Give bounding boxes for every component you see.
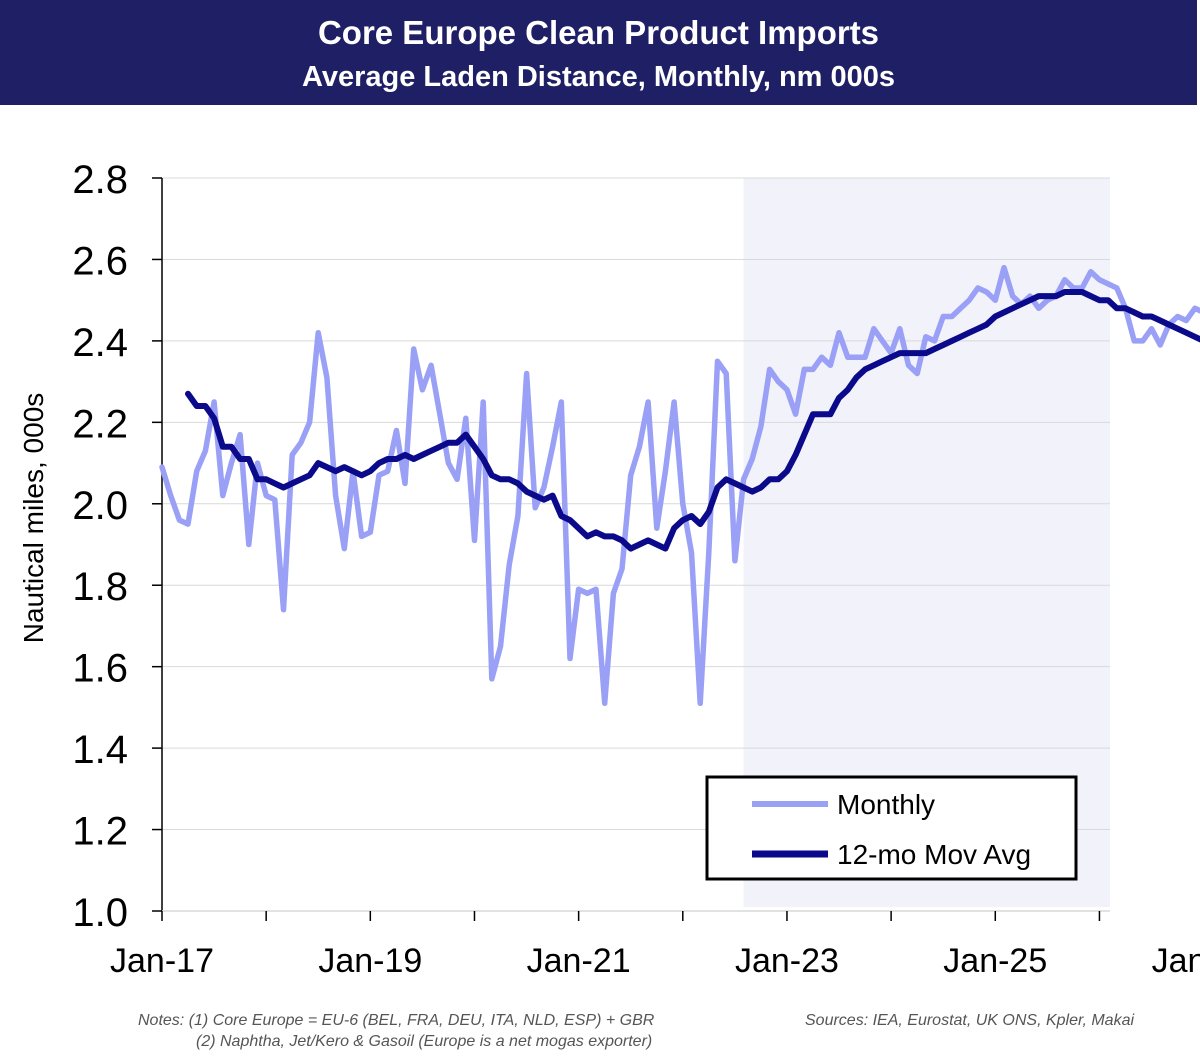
y-ticks: 1.0 1.2 1.4 1.6 1.8 2.0 2.2 2.4 2.6 2.8: [72, 158, 162, 935]
legend-label-moving-average: 12-mo Mov Avg: [837, 839, 1031, 870]
title-banner: Core Europe Clean Product Imports Averag…: [0, 0, 1197, 105]
x-tick-label: Jan-25: [943, 942, 1047, 980]
y-tick-label: 1.6: [72, 647, 128, 691]
x-tick-label: Jan-19: [318, 942, 422, 980]
legend: Monthly 12-mo Mov Avg: [705, 775, 1078, 881]
x-tick-label: Jan-27: [1152, 942, 1200, 980]
y-tick-label: 2.0: [72, 484, 128, 528]
legend-box: [705, 775, 1078, 881]
chart-title: Core Europe Clean Product Imports: [317, 14, 880, 51]
y-tick-label: 1.8: [72, 565, 128, 609]
x-tick-label: Jan-17: [110, 942, 214, 980]
y-tick-label: 2.4: [72, 321, 128, 365]
x-ticks: Jan-17 Jan-19 Jan-21 Jan-23 Jan-25 Jan-27: [110, 911, 1200, 980]
y-axis-label: Nautical miles, 000s: [18, 393, 49, 644]
series-line-moving-average: [185, 289, 1200, 552]
footnote-1: Notes: (1) Core Europe = EU-6 (BEL, FRA,…: [138, 1012, 655, 1029]
line-chart: 1.01.21.41.61.82.02.22.42.62.8 Jan-17 Jan…: [18, 158, 1200, 980]
y-tick-label: 2.8: [72, 158, 128, 202]
chart-subtitle: Average Laden Distance, Monthly, nm 000s: [301, 61, 896, 93]
y-tick-label: 1.0: [72, 891, 128, 935]
x-tick-label: Jan-23: [735, 942, 839, 980]
footnotes: Notes: (1) Core Europe = EU-6 (BEL, FRA,…: [138, 1010, 654, 1052]
y-tick-label: 1.2: [72, 810, 128, 854]
y-tick-label: 2.2: [72, 402, 128, 446]
footnote-2: (2) Naphtha, Jet/Kero & Gasoil (Europe i…: [196, 1033, 653, 1050]
x-tick-label: Jan-21: [527, 942, 631, 980]
sources-note: Sources: IEA, Eurostat, UK ONS, Kpler, M…: [805, 1012, 1135, 1029]
legend-label-monthly: Monthly: [837, 789, 935, 820]
y-tick-label: 1.4: [72, 728, 128, 772]
y-tick-label: 2.6: [72, 239, 128, 283]
